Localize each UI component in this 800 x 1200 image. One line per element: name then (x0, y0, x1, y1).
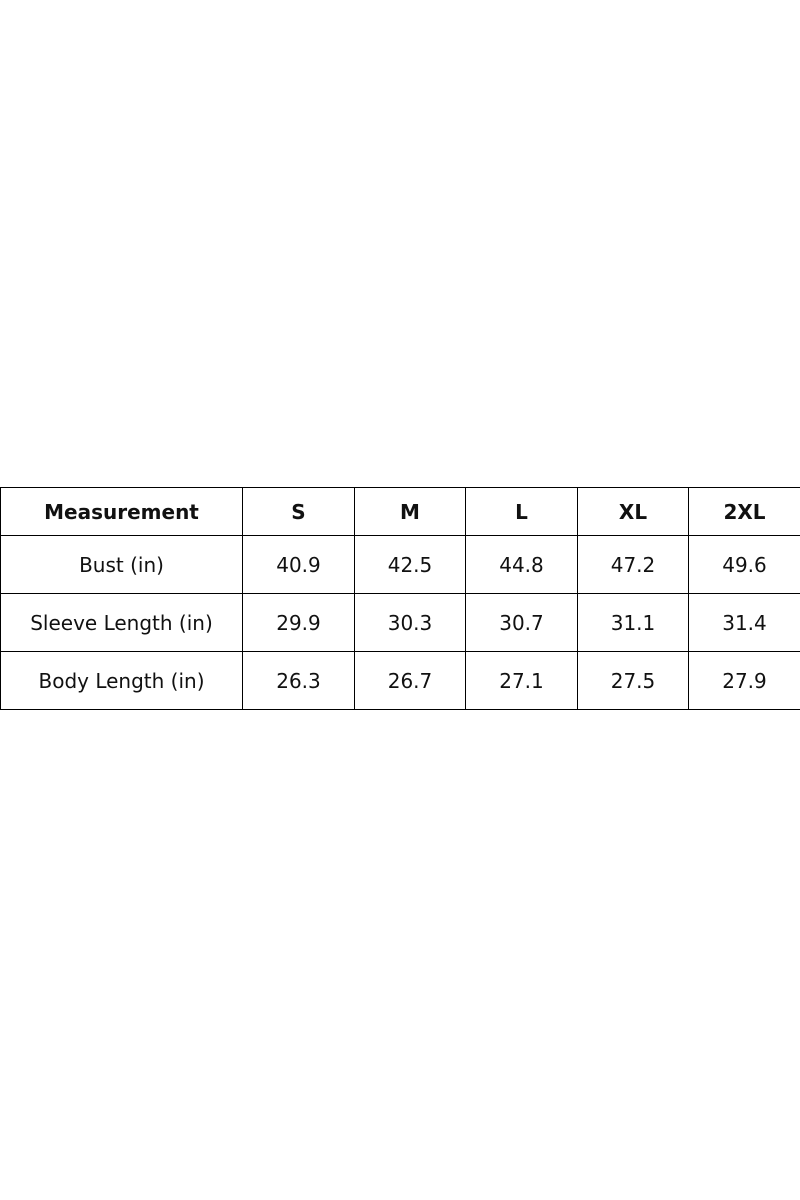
row-label: Sleeve Length (in) (0, 593, 243, 652)
table-body: Bust (in) 40.9 42.5 44.8 47.2 49.6 Sleeve Leng… (0, 535, 800, 710)
row-label: Body Length (in) (0, 651, 243, 710)
header-cell: 2XL (688, 487, 800, 536)
header-cell: M (354, 487, 466, 536)
value-cell: 27.5 (577, 651, 689, 710)
value-cell: 42.5 (354, 535, 466, 594)
size-table: Measurement S M L XL 2XL Bust (in) 40.9 42.5 44.… (0, 487, 800, 710)
value-cell: 26.7 (354, 651, 466, 710)
value-cell: 31.4 (688, 593, 800, 652)
table-row: Body Length (in) 26.3 26.7 27.1 27.5 27.9 (0, 651, 800, 710)
value-cell: 26.3 (242, 651, 355, 710)
value-cell: 27.1 (465, 651, 578, 710)
value-cell: 44.8 (465, 535, 578, 594)
header-cell: Measurement (0, 487, 243, 536)
header-row: Measurement S M L XL 2XL (0, 487, 800, 536)
header-cell: XL (577, 487, 689, 536)
value-cell: 30.3 (354, 593, 466, 652)
value-cell: 31.1 (577, 593, 689, 652)
value-cell: 49.6 (688, 535, 800, 594)
value-cell: 29.9 (242, 593, 355, 652)
value-cell: 30.7 (465, 593, 578, 652)
value-cell: 40.9 (242, 535, 355, 594)
table-row: Sleeve Length (in) 29.9 30.3 30.7 31.1 31.4 (0, 593, 800, 652)
value-cell: 47.2 (577, 535, 689, 594)
header-cell: S (242, 487, 355, 536)
value-cell: 27.9 (688, 651, 800, 710)
table-row: Bust (in) 40.9 42.5 44.8 47.2 49.6 (0, 535, 800, 594)
header-cell: L (465, 487, 578, 536)
row-label: Bust (in) (0, 535, 243, 594)
